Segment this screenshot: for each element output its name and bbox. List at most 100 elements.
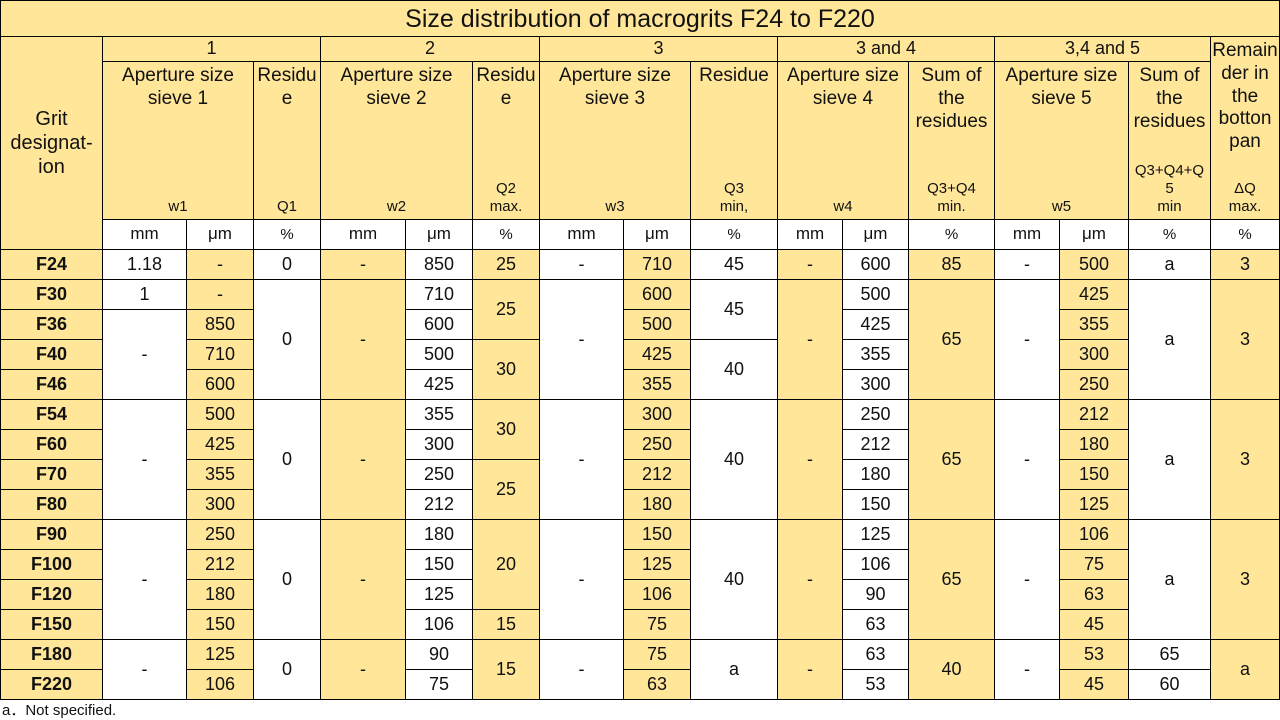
header-label: Aperture size sieve 3 [559, 65, 671, 109]
unit-pct: % [1129, 220, 1211, 250]
sieve-5-um: 45 [1060, 670, 1129, 700]
sieve-2-um: 106 [406, 610, 473, 640]
sieve-3-um: 425 [624, 340, 691, 370]
header-symbol: w3 [605, 198, 624, 216]
sieve-1-um: 600 [187, 370, 254, 400]
sum-residues-345: a [1129, 280, 1211, 400]
sieve-2-um: 75 [406, 670, 473, 700]
header-label: Aperture size sieve 1 [122, 65, 234, 109]
aperture-sieve-2-header: Aperture size sieve 2 w2 [321, 62, 473, 220]
residue-3: 40 [691, 400, 778, 520]
sieve-5-um: 500 [1060, 250, 1129, 280]
header-symbol-line: max. [489, 198, 523, 215]
grit-F120: F120 [0, 580, 103, 610]
unit-um: μm [406, 220, 473, 250]
sieve-1-um: - [187, 250, 254, 280]
sieve-2-um: 500 [406, 340, 473, 370]
residue-3: 45 [691, 250, 778, 280]
header-symbol: ΔQ max. [1229, 180, 1262, 216]
aperture-sieve-3-header: Aperture size sieve 3 w3 [540, 62, 691, 220]
sieve-4-um: 425 [843, 310, 909, 340]
header-symbol: w5 [1052, 198, 1071, 216]
residue-2-header: Residu e Q2 max. [473, 62, 540, 220]
sieve-1-um: 425 [187, 430, 254, 460]
sieve-1-um: 125 [187, 640, 254, 670]
sieve-4-mm: - [778, 280, 843, 400]
residue-1: 0 [254, 280, 321, 400]
sieve-2-um: 150 [406, 550, 473, 580]
header-label: Sum of the residues [1133, 65, 1206, 132]
group-header-2: 2 [321, 37, 540, 62]
sieve-5-mm: - [995, 280, 1060, 400]
grit-F150: F150 [0, 610, 103, 640]
sieve-3-mm: - [540, 250, 624, 280]
header-symbol-line: w3 [605, 198, 625, 215]
sieve-1-mm: 1 [103, 280, 187, 310]
aperture-sieve-4-header: Aperture size sieve 4 w4 [778, 62, 909, 220]
residue-3-header: Residue Q3 min, [691, 62, 778, 220]
residue-1: 0 [254, 400, 321, 520]
sieve-4-mm: - [778, 520, 843, 640]
header-symbol: Q1 [277, 198, 297, 216]
sieve-2-mm: - [321, 400, 406, 520]
unit-um: μm [843, 220, 909, 250]
sieve-1-um: 850 [187, 310, 254, 340]
sieve-4-um: 212 [843, 430, 909, 460]
residue-3: 45 [691, 280, 778, 340]
sieve-4-um: 125 [843, 520, 909, 550]
header-symbol: Q2 max. [490, 180, 523, 216]
sieve-3-um: 63 [624, 670, 691, 700]
header-label: Residue [699, 65, 769, 86]
sieve-3-um: 212 [624, 460, 691, 490]
grit-F46: F46 [0, 370, 103, 400]
residue-1: 0 [254, 640, 321, 700]
grit-F30: F30 [0, 280, 103, 310]
sieve-5-um: 45 [1060, 610, 1129, 640]
grit-F90: F90 [0, 520, 103, 550]
sieve-2-um: 212 [406, 490, 473, 520]
header-symbol-line: ΔQ [1234, 180, 1256, 197]
sieve-3-um: 75 [624, 640, 691, 670]
unit-um: μm [187, 220, 254, 250]
residue-2: 25 [473, 250, 540, 280]
header-symbol: Q3+Q4 min. [927, 180, 976, 216]
sieve-4-um: 53 [843, 670, 909, 700]
unit-pct: % [473, 220, 540, 250]
sieve-3-mm: - [540, 640, 624, 700]
sieve-1-um: 355 [187, 460, 254, 490]
remainder-header: Remain der in the botton pan ΔQ max. [1211, 37, 1280, 220]
remainder-pan: 3 [1211, 400, 1280, 520]
header-label: Sum of the residues [915, 65, 988, 132]
sieve-3-um: 500 [624, 310, 691, 340]
sieve-1-mm: - [103, 310, 187, 400]
sieve-2-um: 600 [406, 310, 473, 340]
sieve-1-um: 710 [187, 340, 254, 370]
sieve-3-um: 150 [624, 520, 691, 550]
header-symbol-line: w5 [1051, 198, 1072, 215]
residue-1-header: Residu e Q1 [254, 62, 321, 220]
group-header-5: 3,4 and 5 [995, 37, 1211, 62]
sieve-4-um: 106 [843, 550, 909, 580]
sieve-2-um: 125 [406, 580, 473, 610]
unit-pct: % [1211, 220, 1280, 250]
sieve-5-um: 212 [1060, 400, 1129, 430]
sieve-1-um: 500 [187, 400, 254, 430]
unit-pct: % [909, 220, 995, 250]
residue-2: 30 [473, 340, 540, 400]
sieve-1-mm: 1.18 [103, 250, 187, 280]
sieve-1-mm: - [103, 640, 187, 700]
sieve-4-mm: - [778, 400, 843, 520]
sieve-4-um: 600 [843, 250, 909, 280]
grit-F220: F220 [0, 670, 103, 700]
unit-mm: mm [995, 220, 1060, 250]
unit-pct: % [691, 220, 778, 250]
sieve-1-um: - [187, 280, 254, 310]
sum-residues-345-header: Sum of the residues Q3+Q4+Q 5 min [1129, 62, 1211, 220]
sieve-5-um: 63 [1060, 580, 1129, 610]
grit-F40: F40 [0, 340, 103, 370]
remainder-pan: 3 [1211, 250, 1280, 280]
grit-F60: F60 [0, 430, 103, 460]
sieve-5-um: 300 [1060, 340, 1129, 370]
header-symbol: w4 [833, 198, 852, 216]
header-symbol-line: Q3+Q4+Q 5 [1134, 162, 1205, 197]
